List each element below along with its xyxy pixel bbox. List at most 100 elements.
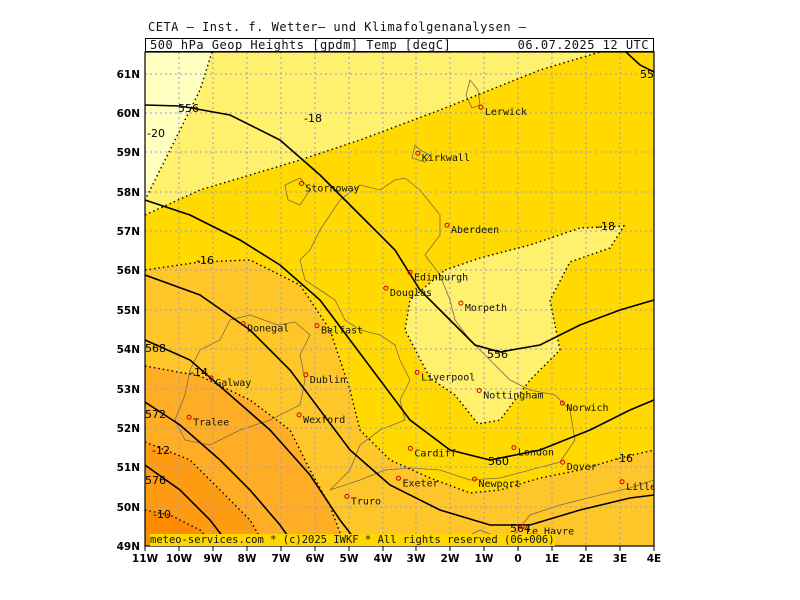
city-label: Dublin xyxy=(310,375,346,386)
city-marker xyxy=(444,222,450,228)
temperature-label: -14 xyxy=(190,366,208,379)
city-label: Exeter xyxy=(403,478,439,489)
city-label: Wexford xyxy=(303,415,345,426)
city-marker xyxy=(208,375,214,381)
y-axis-labels: 61N 60N 59N 58N 57N 56N 55N 54N 53N 52N … xyxy=(117,69,140,553)
y-tick-label: 61N xyxy=(117,69,140,81)
x-tick-label: 0 xyxy=(514,553,521,565)
city-marker xyxy=(478,104,484,110)
contour-labels: 556 556 560 564 568 572 576 55 -20 -18 -… xyxy=(145,68,654,535)
city-marker xyxy=(414,369,420,375)
city-label: Lille xyxy=(626,482,656,493)
temperature-label: -10 xyxy=(153,508,171,521)
temperature-label: -18 xyxy=(304,112,322,125)
x-tick-label: 10W xyxy=(166,553,193,565)
city-label: Norwich xyxy=(566,403,608,414)
city-label: Le Havre xyxy=(526,527,574,538)
temp-fill-below-m20 xyxy=(145,52,212,200)
x-tick-label: 8W xyxy=(238,553,257,565)
city-marker xyxy=(303,372,309,378)
y-tick-label: 51N xyxy=(117,462,140,474)
lat-lon-grid xyxy=(145,52,654,546)
city-marker xyxy=(298,181,304,186)
temperature-label: -16 xyxy=(615,452,633,465)
city-marker xyxy=(314,323,320,329)
temp-fill-warm-pocket xyxy=(405,226,624,424)
tick-marks xyxy=(144,546,655,551)
geopotential-label: 576 xyxy=(145,474,166,487)
geopotential-label: 560 xyxy=(488,455,509,468)
subtitle-bar: 500 hPa Geop Heights [gpdm] Temp [degC] … xyxy=(145,38,654,52)
y-tick-label: 53N xyxy=(117,384,140,396)
city-marker xyxy=(344,493,350,499)
city-label: Nottingham xyxy=(483,391,543,402)
y-tick-label: 58N xyxy=(117,187,140,199)
temp-fill-m20-m18 xyxy=(145,52,600,215)
x-axis-labels: 11W 10W 9W 8W 7W 6W 5W 4W 3W 2W 1W 0 1E … xyxy=(132,553,661,565)
city-label: Galway xyxy=(215,378,251,389)
temperature-label: -20 xyxy=(147,127,165,140)
y-tick-label: 57N xyxy=(117,226,140,238)
city-label: Donegal xyxy=(247,324,289,335)
city-label: Tralee xyxy=(193,417,229,428)
city-marker xyxy=(240,321,246,327)
temperature-label: -12 xyxy=(152,444,170,457)
city-label: Edinburgh xyxy=(414,272,468,283)
y-tick-label: 59N xyxy=(117,147,140,159)
city-marker xyxy=(476,388,482,393)
city-label: Dover xyxy=(567,462,597,473)
x-tick-label: 2E xyxy=(579,553,593,565)
city-marker xyxy=(619,479,625,485)
city-marker xyxy=(383,285,389,291)
city-markers: Lerwick Kirkwall Stornoway Aberdeen Edinburg… xyxy=(186,104,656,538)
city-label: Morpeth xyxy=(465,303,507,314)
city-marker xyxy=(415,150,421,156)
y-tick-label: 55N xyxy=(117,305,140,317)
geopotential-label: 572 xyxy=(145,408,166,421)
city-marker xyxy=(511,445,517,451)
city-marker xyxy=(559,400,565,406)
city-marker xyxy=(186,414,192,420)
city-marker xyxy=(396,475,401,481)
valid-time: 06.07.2025 12 UTC xyxy=(517,38,649,52)
copyright-notice: meteo-services.com * (c)2025 IWKF * All … xyxy=(150,534,555,546)
x-tick-label: 11W xyxy=(132,553,159,565)
x-tick-label: 4W xyxy=(374,553,393,565)
city-marker xyxy=(407,445,413,451)
city-label: London xyxy=(518,448,554,459)
x-tick-label: 7W xyxy=(272,553,291,565)
geopotential-contours xyxy=(145,52,654,546)
city-marker xyxy=(472,476,477,482)
temperature-label: -16 xyxy=(196,254,214,267)
city-label: Aberdeen xyxy=(451,225,499,236)
city-marker xyxy=(560,459,566,465)
city-label: Cardiff xyxy=(414,448,456,459)
map-frame xyxy=(144,51,655,547)
city-label: Stornoway xyxy=(305,184,359,195)
city-label: Douglas xyxy=(390,288,432,299)
y-tick-label: 49N xyxy=(117,541,140,553)
x-tick-label: 2W xyxy=(441,553,460,565)
y-tick-label: 60N xyxy=(117,108,140,120)
isotherms xyxy=(145,52,654,546)
map-title: CETA — Inst. f. Wetter— und Klimafolgena… xyxy=(148,20,527,34)
field-description: 500 hPa Geop Heights [gpdm] Temp [degC] xyxy=(150,38,452,52)
geopotential-label: 55 xyxy=(640,68,654,81)
x-tick-label: 3W xyxy=(407,553,426,565)
geopotential-label: 556 xyxy=(487,348,508,361)
city-label: Liverpool xyxy=(421,372,475,383)
city-label: Lerwick xyxy=(485,107,527,118)
city-marker xyxy=(296,412,302,418)
x-tick-label: 1W xyxy=(475,553,494,565)
city-marker xyxy=(458,300,464,306)
geopotential-label: 556 xyxy=(178,102,199,115)
x-tick-label: 3E xyxy=(613,553,627,565)
x-tick-label: 6W xyxy=(306,553,325,565)
x-tick-label: 5W xyxy=(340,553,359,565)
coastlines xyxy=(174,79,654,541)
city-marker xyxy=(407,269,413,275)
temperature-label: -18 xyxy=(597,220,615,233)
x-tick-label: 1E xyxy=(545,553,559,565)
y-tick-label: 52N xyxy=(117,423,140,435)
